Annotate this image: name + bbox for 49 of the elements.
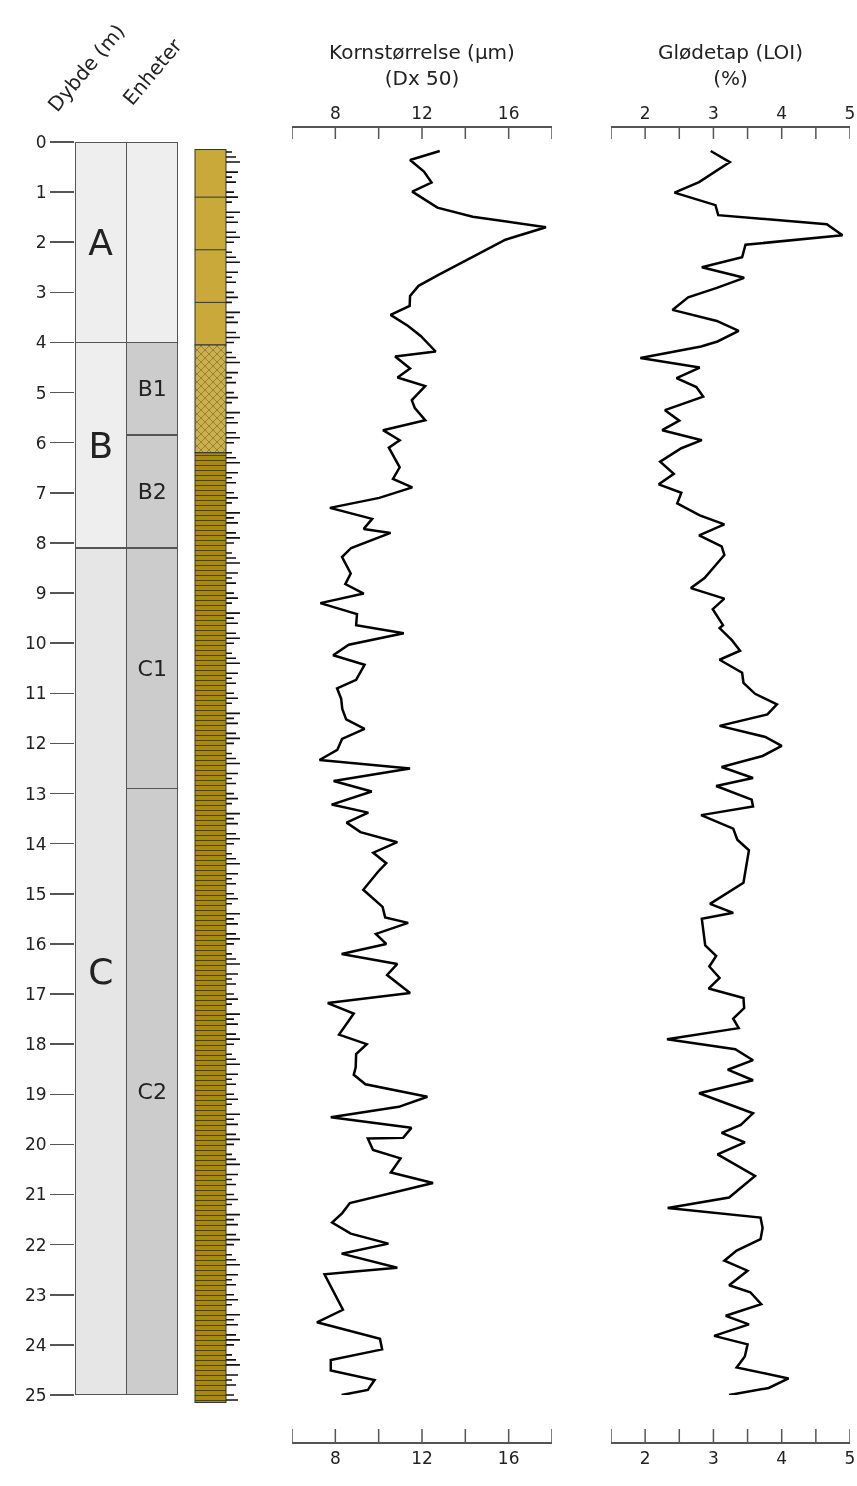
y-tick-label: 7 — [35, 482, 47, 503]
x-tick-label: 12 — [411, 103, 433, 124]
data-label: B1 — [137, 376, 167, 402]
x-tick-label: 5 — [844, 103, 856, 124]
x-tick-label: 3 — [708, 103, 719, 124]
data-label: C — [88, 950, 114, 992]
y-tick-label: 14 — [24, 833, 47, 854]
y-tick-label: 6 — [35, 432, 47, 453]
data-label: C1 — [137, 655, 167, 681]
x-tick-label: 2 — [639, 103, 651, 124]
x2-tick-label: 5 — [844, 1447, 856, 1468]
y-tick-label: 12 — [24, 733, 47, 754]
y-tick-label: 5 — [35, 382, 47, 403]
y-tick-label: 10 — [24, 633, 47, 654]
data-label: C2 — [137, 1079, 167, 1105]
y-tick-label: 8 — [35, 532, 47, 553]
x2-tick-label: 3 — [708, 1447, 719, 1468]
y-tick-label: 2 — [35, 232, 47, 253]
y-tick-label: 16 — [24, 933, 47, 954]
data-label: B — [88, 424, 114, 466]
y-tick-label: 22 — [24, 1234, 47, 1255]
x2-axis-title: Glødetap (LOI) (%) — [657, 40, 804, 91]
y-tick-label: 20 — [24, 1134, 47, 1155]
x2-tick-label: 8 — [329, 1447, 341, 1468]
data-label: B2 — [137, 479, 167, 505]
y-tick-label: 11 — [24, 683, 47, 704]
data-label: A — [88, 221, 114, 263]
y-tick-label: 24 — [24, 1334, 47, 1355]
y-tick-label: 19 — [24, 1084, 47, 1105]
y-tick-label: 3 — [35, 282, 47, 303]
y-tick-label: 23 — [24, 1284, 47, 1305]
x2-axis-title: Kornstørrelse (µm) (Dx 50) — [329, 40, 515, 91]
x2-tick-label: 4 — [776, 1447, 788, 1468]
y-tick-label: 21 — [24, 1184, 47, 1205]
y-tick-label: 25 — [24, 1384, 47, 1405]
y-tick-label: 1 — [35, 182, 47, 203]
x-tick-label: 8 — [329, 103, 341, 124]
y-tick-label: 4 — [35, 332, 47, 353]
x2-tick-label: 16 — [497, 1447, 520, 1468]
y-tick-label: 18 — [24, 1034, 47, 1055]
x2-tick-label: 12 — [411, 1447, 433, 1468]
x-tick-label: 16 — [497, 103, 520, 124]
y-tick-label: 15 — [24, 883, 47, 904]
y-tick-label: 9 — [35, 583, 47, 604]
x2-tick-label: 2 — [639, 1447, 651, 1468]
y-tick-label: 13 — [24, 783, 47, 804]
x-tick-label: 4 — [776, 103, 788, 124]
y-tick-label: 17 — [24, 983, 47, 1004]
y-tick-label: 0 — [35, 131, 47, 152]
